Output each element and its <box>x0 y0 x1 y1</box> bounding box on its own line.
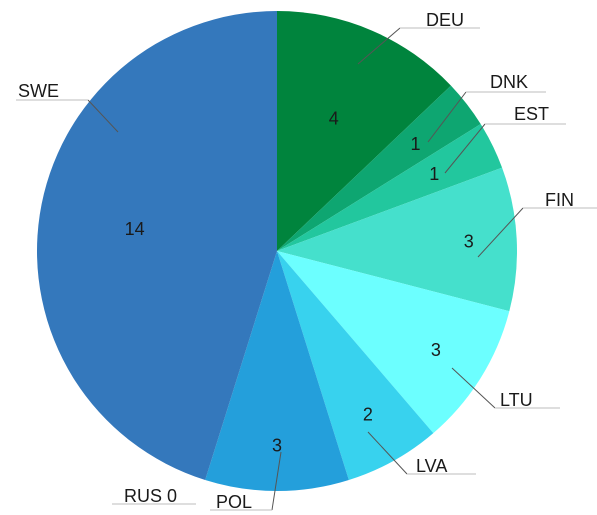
leader-line-ltu <box>451 367 496 409</box>
value-label-swe: 14 <box>125 219 145 239</box>
pie-slice-ltu <box>277 251 510 434</box>
leader-lines <box>16 27 597 511</box>
value-labels: 4 11 3 3 2 3 14 <box>125 109 474 456</box>
value-label-est: 1 <box>429 164 439 184</box>
value-label-pol: 3 <box>272 435 282 455</box>
leader-line-dnk <box>427 91 467 143</box>
leader-line-est <box>444 123 486 174</box>
value-label-dnk: 1 <box>411 134 421 154</box>
pie-slice-fin <box>277 167 518 312</box>
category-labels: DEU DNK EST FIN LTU LVA POL RUS 0 SWE <box>18 10 574 512</box>
leader-line-swe <box>87 99 119 133</box>
category-label-swe: SWE <box>18 81 59 101</box>
value-label-fin: 3 <box>464 231 474 251</box>
value-label-deu: 4 <box>329 109 339 129</box>
pie-slice-swe <box>37 11 278 480</box>
value-label-ltu: 3 <box>431 340 441 360</box>
leader-line-lva <box>367 431 408 475</box>
leader-line-deu <box>357 27 401 65</box>
category-label-rus: RUS 0 <box>124 486 177 506</box>
leader-line-pol <box>271 451 282 511</box>
pie-slice-pol <box>205 251 349 491</box>
category-label-deu: DEU <box>426 10 464 30</box>
pie-slice-est <box>277 124 503 251</box>
category-label-dnk: DNK <box>490 72 528 92</box>
leader-line-fin <box>477 207 524 258</box>
category-label-lva: LVA <box>416 456 447 476</box>
category-label-est: EST <box>514 104 549 124</box>
category-label-pol: POL <box>216 492 252 512</box>
pie-slice-lva <box>277 251 434 480</box>
value-label-lva: 2 <box>363 405 373 425</box>
pie-slice-deu <box>277 11 451 251</box>
category-label-fin: FIN <box>545 190 574 210</box>
pie-slice-dnk <box>277 85 481 251</box>
category-label-ltu: LTU <box>500 390 533 410</box>
pie-slices <box>37 11 518 491</box>
